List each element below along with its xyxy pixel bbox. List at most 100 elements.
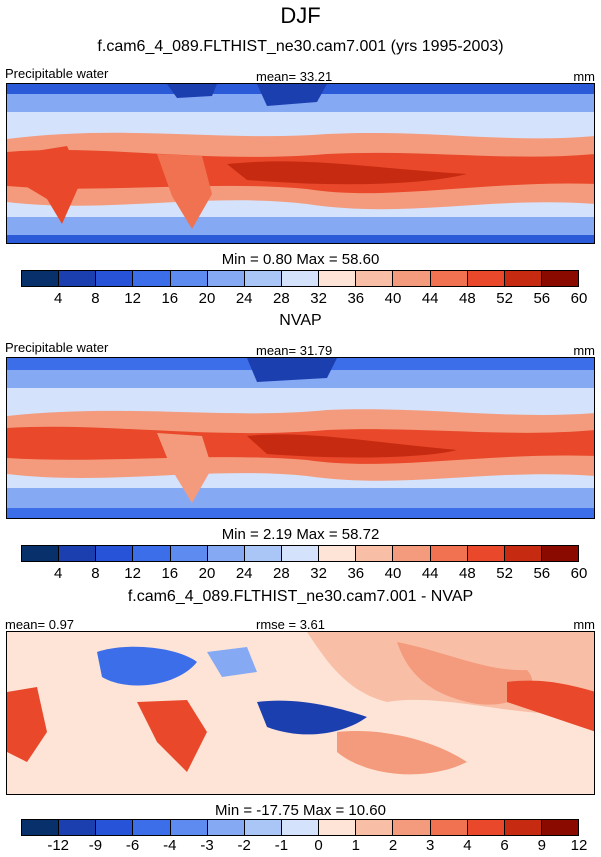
colorbar-swatch <box>430 271 468 286</box>
colorbar-swatch <box>244 820 282 835</box>
colorbar-tick-label: 16 <box>161 565 179 582</box>
colorbar-swatch <box>393 271 431 286</box>
colorbar-swatch <box>281 820 320 835</box>
colorbar-swatch <box>133 546 171 561</box>
colorbar-swatch <box>281 271 320 286</box>
colorbar-swatch <box>541 271 579 286</box>
panel2-minmax: Min = 2.19 Max = 58.72 <box>221 526 380 543</box>
panel2-left-label: Precipitable water <box>5 340 109 355</box>
colorbar-tick-label: 24 <box>235 565 253 582</box>
panel1-minmax: Min = 0.80 Max = 58.60 <box>221 251 380 268</box>
colorbar-swatch <box>170 546 208 561</box>
colorbar-tick-label: 16 <box>161 290 179 307</box>
colorbar-tick-label: 48 <box>459 290 476 307</box>
colorbar-tick-label: 20 <box>198 290 216 307</box>
panel3-title: f.cam6_4_089.FLTHIST_ne30.cam7.001 - NVA… <box>127 588 474 605</box>
colorbar-swatch <box>541 546 579 561</box>
colorbar-tick-label: 32 <box>310 290 327 307</box>
colorbar-tick-label: 44 <box>421 290 439 307</box>
colorbar-tick-label: 0 <box>314 837 323 854</box>
colorbar-swatch <box>504 271 542 286</box>
colorbar-tick-label: 52 <box>496 290 513 307</box>
colorbar-tick-label: 12 <box>570 837 588 854</box>
colorbar-tick-label: 56 <box>533 565 551 582</box>
panel1-colorbar <box>21 270 579 287</box>
colorbar-swatch <box>281 546 320 561</box>
panel1-title: f.cam6_4_089.FLTHIST_ne30.cam7.001 (yrs … <box>97 38 504 55</box>
colorbar-tick-label: 40 <box>384 565 402 582</box>
panel2-map <box>6 357 595 519</box>
colorbar-tick-label: -6 <box>125 837 140 854</box>
colorbar-swatch <box>467 271 505 286</box>
panel3-colorbar <box>21 819 579 836</box>
panel1-units: mm <box>573 69 595 84</box>
colorbar-swatch <box>244 271 282 286</box>
colorbar-swatch <box>170 271 208 286</box>
panel3-units: mm <box>573 617 595 632</box>
colorbar-swatch <box>504 546 542 561</box>
colorbar-tick-label: 56 <box>533 290 551 307</box>
colorbar-swatch <box>393 546 431 561</box>
colorbar-tick-label: -3 <box>200 837 214 854</box>
colorbar-swatch <box>207 820 245 835</box>
colorbar-tick-label: 36 <box>347 565 365 582</box>
panel2-colorbar-ticks: 4 8 12 16 20 24 28 32 36 40 44 48 52 56 60 <box>21 565 587 583</box>
panel2-colorbar <box>21 545 579 562</box>
panel1-left-label: Precipitable water <box>5 66 109 81</box>
colorbar-swatch <box>356 546 394 561</box>
colorbar-tick-label: 52 <box>496 565 513 582</box>
colorbar-swatch <box>22 271 60 286</box>
colorbar-tick-label: 4 <box>463 837 472 854</box>
colorbar-tick-label: 36 <box>347 290 365 307</box>
colorbar-tick-label: 24 <box>235 290 253 307</box>
colorbar-swatch <box>59 546 97 561</box>
colorbar-swatch <box>430 820 468 835</box>
colorbar-swatch <box>467 820 505 835</box>
colorbar-tick-label: 20 <box>198 565 216 582</box>
panel2-mean-label: mean= 31.79 <box>256 343 333 358</box>
panel3-rmse-label: rmse = 3.61 <box>256 617 326 632</box>
colorbar-tick-label: 60 <box>570 565 588 582</box>
colorbar-tick-label: 8 <box>91 565 100 582</box>
colorbar-tick-label: 48 <box>459 565 476 582</box>
colorbar-tick-label: -1 <box>274 837 289 854</box>
colorbar-swatch <box>207 546 245 561</box>
colorbar-swatch <box>430 546 468 561</box>
colorbar-tick-label: 2 <box>388 837 398 854</box>
colorbar-swatch <box>96 546 134 561</box>
colorbar-tick-label: 40 <box>384 290 402 307</box>
colorbar-swatch <box>207 271 245 286</box>
colorbar-swatch <box>393 820 431 835</box>
colorbar-swatch <box>541 820 579 835</box>
colorbar-tick-label: 6 <box>500 837 509 854</box>
panel3-mean-label: mean= 0.97 <box>5 617 75 632</box>
colorbar-swatch <box>356 271 394 286</box>
colorbar-swatch <box>356 820 394 835</box>
colorbar-swatch <box>319 271 357 286</box>
colorbar-swatch <box>133 820 171 835</box>
colorbar-tick-label: 32 <box>310 565 327 582</box>
colorbar-tick-label: 1 <box>351 837 360 854</box>
colorbar-tick-label: 12 <box>124 565 141 582</box>
colorbar-swatch <box>22 820 60 835</box>
colorbar-swatch <box>96 820 134 835</box>
colorbar-swatch <box>170 820 208 835</box>
colorbar-swatch <box>133 271 171 286</box>
colorbar-swatch <box>96 271 134 286</box>
colorbar-tick-label: 12 <box>124 290 141 307</box>
colorbar-tick-label: 8 <box>91 290 100 307</box>
colorbar-swatch <box>22 546 60 561</box>
panel3-colorbar-ticks: -12 -9 -6 -4 -3 -2 -1 0 1 2 3 4 6 9 12 <box>21 837 587 855</box>
page-title: DJF <box>280 3 321 28</box>
panel3-map <box>6 631 595 795</box>
panel2-title: NVAP <box>279 312 322 329</box>
panel1-map <box>6 83 595 244</box>
colorbar-tick-label: 4 <box>54 565 63 582</box>
colorbar-tick-label: 4 <box>54 290 63 307</box>
colorbar-tick-label: -12 <box>47 837 70 854</box>
panel2-units: mm <box>573 343 595 358</box>
colorbar-tick-label: 28 <box>273 565 290 582</box>
colorbar-swatch <box>319 546 357 561</box>
panel1-colorbar-ticks: 4 8 12 16 20 24 28 32 36 40 44 48 52 56 60 <box>21 290 587 308</box>
colorbar-tick-label: 28 <box>273 290 290 307</box>
